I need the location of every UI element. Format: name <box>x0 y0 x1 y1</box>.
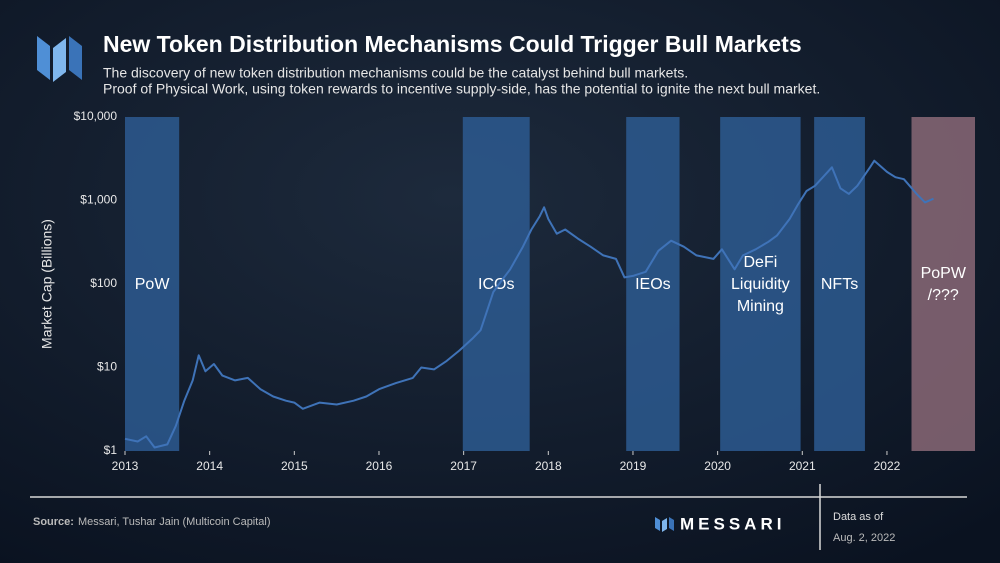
source: Source: Messari, Tushar Jain (Multicoin C… <box>33 516 271 528</box>
logo-icon <box>37 36 82 82</box>
x-tick-label: 2017 <box>450 459 477 473</box>
source-label: Source: <box>33 516 74 528</box>
band <box>814 117 865 451</box>
band <box>125 117 180 451</box>
x-tick-label: 2014 <box>196 459 223 473</box>
x-tick-label: 2016 <box>366 459 393 473</box>
y-tick-label: $1,000 <box>80 193 117 207</box>
y-axis-label: Market Cap (Billions) <box>39 219 55 349</box>
subtitle: Proof of Physical Work, using token rewa… <box>103 81 820 97</box>
x-tick-label: 2015 <box>281 459 308 473</box>
x-tick-label: 2018 <box>535 459 562 473</box>
y-tick-label: $100 <box>90 276 117 290</box>
date: Aug. 2, 2022 <box>833 532 895 544</box>
band <box>626 117 680 451</box>
x-tick-label: 2021 <box>789 459 816 473</box>
plot-area: PoW ICOs IEOs DeFi Liquidity Mining NFTs PoPW /?… <box>74 109 975 473</box>
band <box>462 117 530 451</box>
bands: PoW ICOs IEOs DeFi Liquidity Mining NFTs PoPW /?… <box>125 117 975 451</box>
x-tick-label: 2020 <box>704 459 731 473</box>
date-label: Data as of <box>833 511 884 523</box>
x-tick-label: 2022 <box>874 459 901 473</box>
y-tick-label: $10,000 <box>74 109 118 123</box>
y-tick-label: $10 <box>97 360 117 374</box>
band <box>720 117 801 451</box>
band-label: PoPW <box>921 265 967 282</box>
y-tick-label: $1 <box>104 443 118 457</box>
band-label: Liquidity <box>731 276 790 293</box>
band-label: PoW <box>135 276 171 293</box>
band <box>911 117 975 451</box>
band-label: DeFi <box>743 254 777 271</box>
band-label: Mining <box>737 298 784 315</box>
band-label: IEOs <box>635 276 671 293</box>
x-tick-label: 2019 <box>620 459 647 473</box>
market-cap-line <box>124 159 934 449</box>
chart-title: New Token Distribution Mechanisms Could … <box>103 31 802 57</box>
brand-icon <box>655 517 674 532</box>
brand: MESSARI <box>680 514 785 533</box>
subtitle: The discovery of new token distribution … <box>103 65 688 81</box>
x-tick-label: 2013 <box>112 459 139 473</box>
source-text: Messari, Tushar Jain (Multicoin Capital) <box>78 516 271 528</box>
band-label: NFTs <box>821 276 858 293</box>
band-label: /??? <box>928 287 959 304</box>
band-label: ICOs <box>478 276 514 293</box>
